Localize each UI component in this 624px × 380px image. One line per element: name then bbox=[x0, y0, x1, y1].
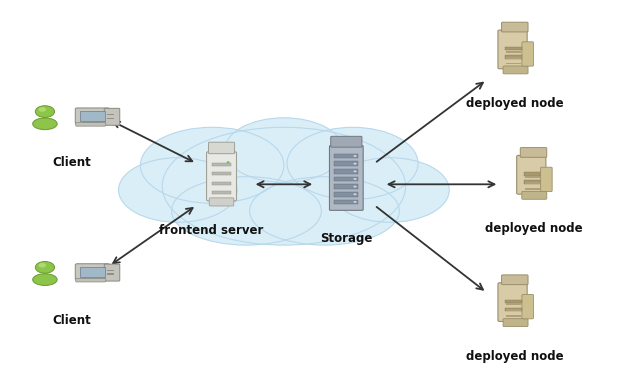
Bar bbox=[212, 182, 231, 185]
Circle shape bbox=[36, 106, 54, 117]
FancyBboxPatch shape bbox=[334, 169, 358, 174]
Ellipse shape bbox=[172, 177, 321, 245]
Text: Storage: Storage bbox=[320, 232, 373, 245]
Ellipse shape bbox=[331, 158, 449, 222]
FancyBboxPatch shape bbox=[334, 154, 358, 158]
Ellipse shape bbox=[250, 177, 399, 245]
FancyBboxPatch shape bbox=[80, 267, 105, 277]
Bar bbox=[107, 118, 114, 119]
Text: frontend server: frontend server bbox=[158, 224, 263, 237]
FancyBboxPatch shape bbox=[334, 177, 358, 181]
FancyBboxPatch shape bbox=[498, 30, 527, 69]
Circle shape bbox=[353, 186, 357, 188]
Bar bbox=[506, 51, 521, 52]
Text: deployed node: deployed node bbox=[466, 97, 563, 110]
Bar bbox=[505, 47, 522, 50]
FancyBboxPatch shape bbox=[208, 142, 235, 154]
Bar bbox=[525, 176, 540, 178]
Circle shape bbox=[353, 170, 357, 172]
FancyBboxPatch shape bbox=[334, 192, 358, 196]
Bar bbox=[525, 188, 540, 190]
Circle shape bbox=[353, 201, 357, 203]
FancyBboxPatch shape bbox=[209, 198, 234, 206]
Bar bbox=[212, 163, 231, 166]
Circle shape bbox=[39, 107, 46, 112]
Bar bbox=[506, 309, 521, 311]
FancyBboxPatch shape bbox=[76, 122, 105, 126]
Bar bbox=[505, 308, 522, 311]
Bar bbox=[505, 299, 522, 303]
FancyBboxPatch shape bbox=[76, 108, 109, 124]
Bar bbox=[212, 191, 231, 194]
FancyBboxPatch shape bbox=[502, 22, 528, 32]
Bar bbox=[212, 173, 231, 176]
FancyBboxPatch shape bbox=[76, 264, 109, 280]
Bar bbox=[107, 269, 114, 271]
Bar bbox=[90, 278, 94, 279]
Text: Client: Client bbox=[52, 156, 91, 169]
Circle shape bbox=[39, 263, 46, 268]
Bar bbox=[107, 274, 114, 275]
Ellipse shape bbox=[140, 127, 284, 203]
Ellipse shape bbox=[162, 127, 406, 245]
FancyBboxPatch shape bbox=[331, 136, 362, 147]
Bar bbox=[524, 172, 540, 176]
Ellipse shape bbox=[32, 274, 57, 285]
Bar bbox=[107, 114, 114, 115]
FancyBboxPatch shape bbox=[517, 155, 546, 194]
FancyBboxPatch shape bbox=[502, 275, 528, 285]
Bar bbox=[525, 182, 540, 184]
FancyBboxPatch shape bbox=[76, 278, 105, 282]
Ellipse shape bbox=[225, 118, 343, 182]
FancyBboxPatch shape bbox=[83, 122, 102, 125]
Circle shape bbox=[353, 155, 357, 157]
FancyBboxPatch shape bbox=[334, 200, 358, 204]
Ellipse shape bbox=[119, 158, 237, 222]
FancyBboxPatch shape bbox=[522, 192, 547, 199]
Bar bbox=[90, 122, 94, 124]
FancyBboxPatch shape bbox=[334, 184, 358, 189]
Circle shape bbox=[36, 261, 54, 273]
FancyBboxPatch shape bbox=[522, 294, 534, 319]
Bar bbox=[506, 315, 521, 317]
FancyBboxPatch shape bbox=[503, 319, 528, 326]
Bar bbox=[506, 304, 521, 305]
Text: deployed node: deployed node bbox=[485, 222, 582, 235]
Bar bbox=[524, 180, 540, 184]
Circle shape bbox=[227, 161, 230, 163]
Ellipse shape bbox=[32, 118, 57, 130]
FancyBboxPatch shape bbox=[207, 152, 236, 201]
FancyBboxPatch shape bbox=[329, 146, 363, 211]
Circle shape bbox=[353, 163, 357, 165]
Bar bbox=[506, 57, 521, 59]
Ellipse shape bbox=[287, 127, 418, 200]
FancyBboxPatch shape bbox=[503, 66, 528, 74]
Bar bbox=[506, 63, 521, 65]
Circle shape bbox=[353, 193, 357, 195]
FancyBboxPatch shape bbox=[83, 278, 102, 281]
FancyBboxPatch shape bbox=[104, 264, 120, 281]
Bar bbox=[505, 55, 522, 59]
Text: deployed node: deployed node bbox=[466, 350, 563, 363]
FancyBboxPatch shape bbox=[520, 147, 547, 157]
Text: Client: Client bbox=[52, 314, 91, 326]
FancyBboxPatch shape bbox=[80, 111, 105, 121]
FancyBboxPatch shape bbox=[540, 167, 552, 192]
FancyBboxPatch shape bbox=[522, 42, 534, 66]
FancyBboxPatch shape bbox=[104, 108, 120, 125]
FancyBboxPatch shape bbox=[334, 162, 358, 166]
FancyBboxPatch shape bbox=[498, 283, 527, 321]
Circle shape bbox=[353, 178, 357, 180]
